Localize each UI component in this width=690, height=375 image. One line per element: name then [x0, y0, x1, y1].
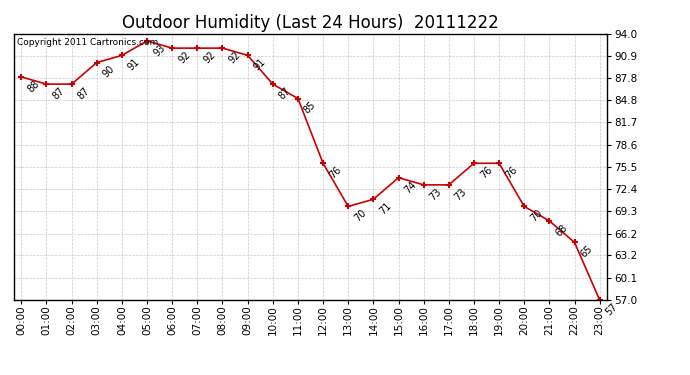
Text: 92: 92: [226, 50, 242, 65]
Text: 70: 70: [529, 208, 544, 224]
Text: 76: 76: [503, 165, 519, 180]
Text: 74: 74: [403, 179, 419, 195]
Text: 91: 91: [252, 57, 268, 73]
Text: 76: 76: [478, 165, 494, 180]
Text: 76: 76: [327, 165, 343, 180]
Text: 87: 87: [50, 86, 66, 101]
Text: 73: 73: [453, 186, 469, 202]
Text: 90: 90: [101, 64, 117, 80]
Text: 87: 87: [277, 86, 293, 101]
Text: 70: 70: [353, 208, 368, 224]
Text: Copyright 2011 Cartronics.com: Copyright 2011 Cartronics.com: [17, 38, 158, 47]
Text: 57: 57: [604, 302, 620, 317]
Text: 91: 91: [126, 57, 142, 73]
Text: 92: 92: [201, 50, 217, 65]
Text: 65: 65: [579, 244, 595, 260]
Text: 92: 92: [177, 50, 193, 65]
Text: 93: 93: [151, 42, 167, 58]
Text: 73: 73: [428, 186, 444, 202]
Text: 71: 71: [377, 201, 393, 216]
Text: 85: 85: [302, 100, 318, 116]
Text: 87: 87: [76, 86, 92, 101]
Text: 88: 88: [26, 78, 41, 94]
Title: Outdoor Humidity (Last 24 Hours)  20111222: Outdoor Humidity (Last 24 Hours) 2011122…: [122, 14, 499, 32]
Text: 68: 68: [553, 222, 569, 238]
